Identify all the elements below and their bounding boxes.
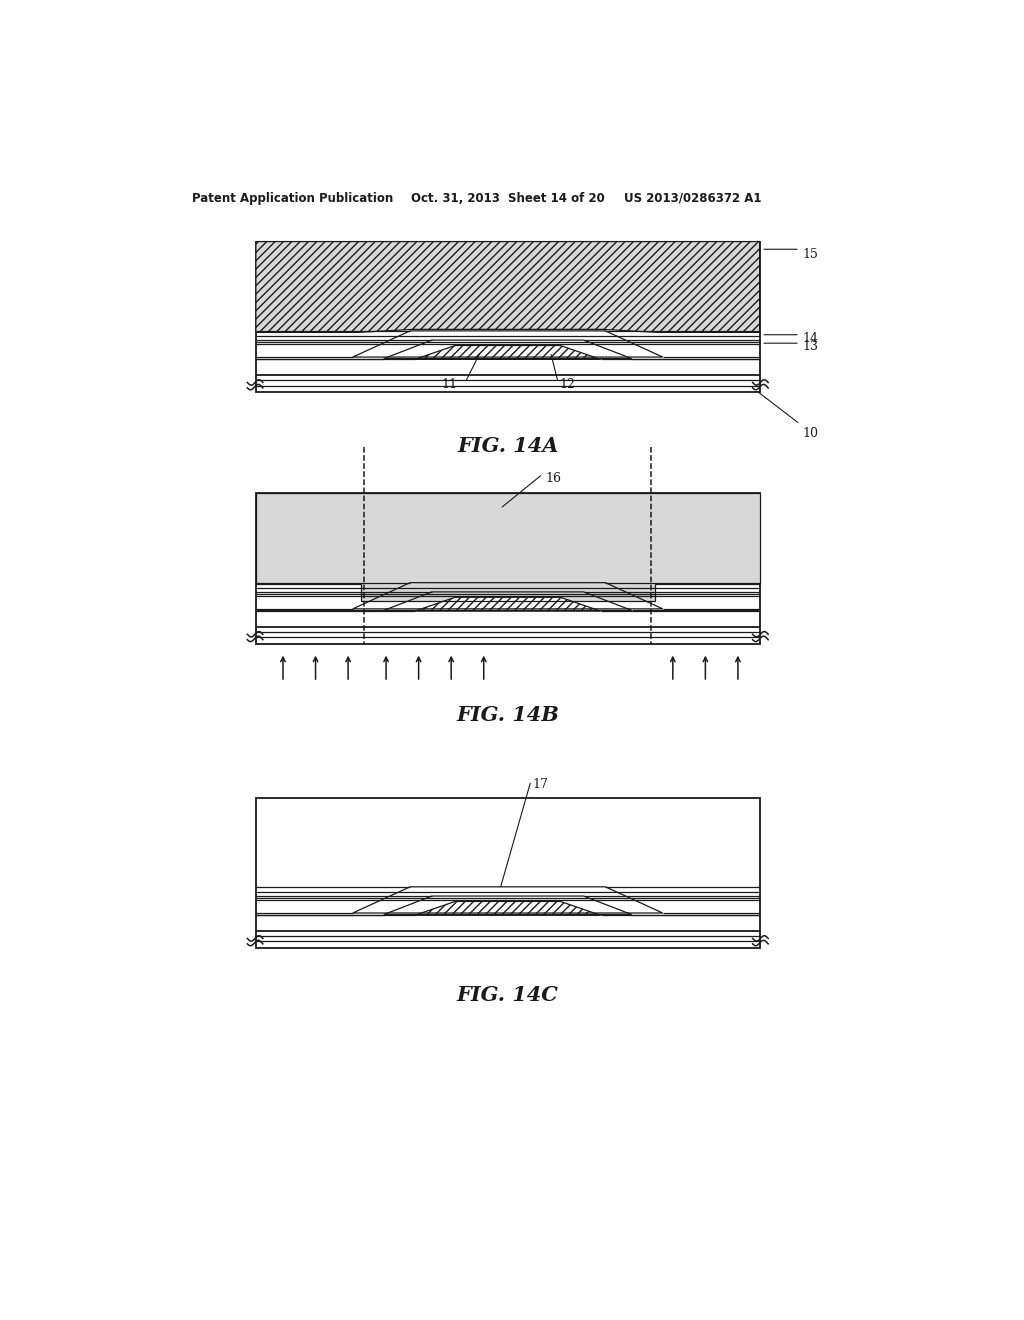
Text: FIG. 14A: FIG. 14A	[457, 437, 558, 457]
Text: FIG. 14C: FIG. 14C	[457, 985, 559, 1005]
Text: Patent Application Publication: Patent Application Publication	[191, 191, 393, 205]
Text: 12: 12	[560, 378, 575, 391]
Polygon shape	[256, 242, 760, 333]
Polygon shape	[415, 597, 601, 611]
Bar	[256, 494, 760, 644]
Text: Oct. 31, 2013: Oct. 31, 2013	[411, 191, 500, 205]
Text: US 2013/0286372 A1: US 2013/0286372 A1	[624, 191, 762, 205]
Polygon shape	[655, 494, 760, 585]
Text: 16: 16	[545, 471, 561, 484]
Polygon shape	[256, 494, 360, 585]
Text: 17: 17	[532, 779, 549, 791]
Text: 15: 15	[802, 248, 818, 261]
Text: Sheet 14 of 20: Sheet 14 of 20	[508, 191, 604, 205]
Polygon shape	[415, 902, 601, 915]
Bar	[256, 242, 760, 392]
Text: 13: 13	[802, 341, 818, 354]
Text: 11: 11	[441, 378, 458, 391]
Text: FIG. 14B: FIG. 14B	[457, 705, 559, 725]
Polygon shape	[415, 346, 601, 359]
Polygon shape	[360, 494, 655, 601]
Text: 10: 10	[802, 428, 818, 440]
Bar	[256, 797, 760, 948]
Text: 14: 14	[802, 331, 818, 345]
